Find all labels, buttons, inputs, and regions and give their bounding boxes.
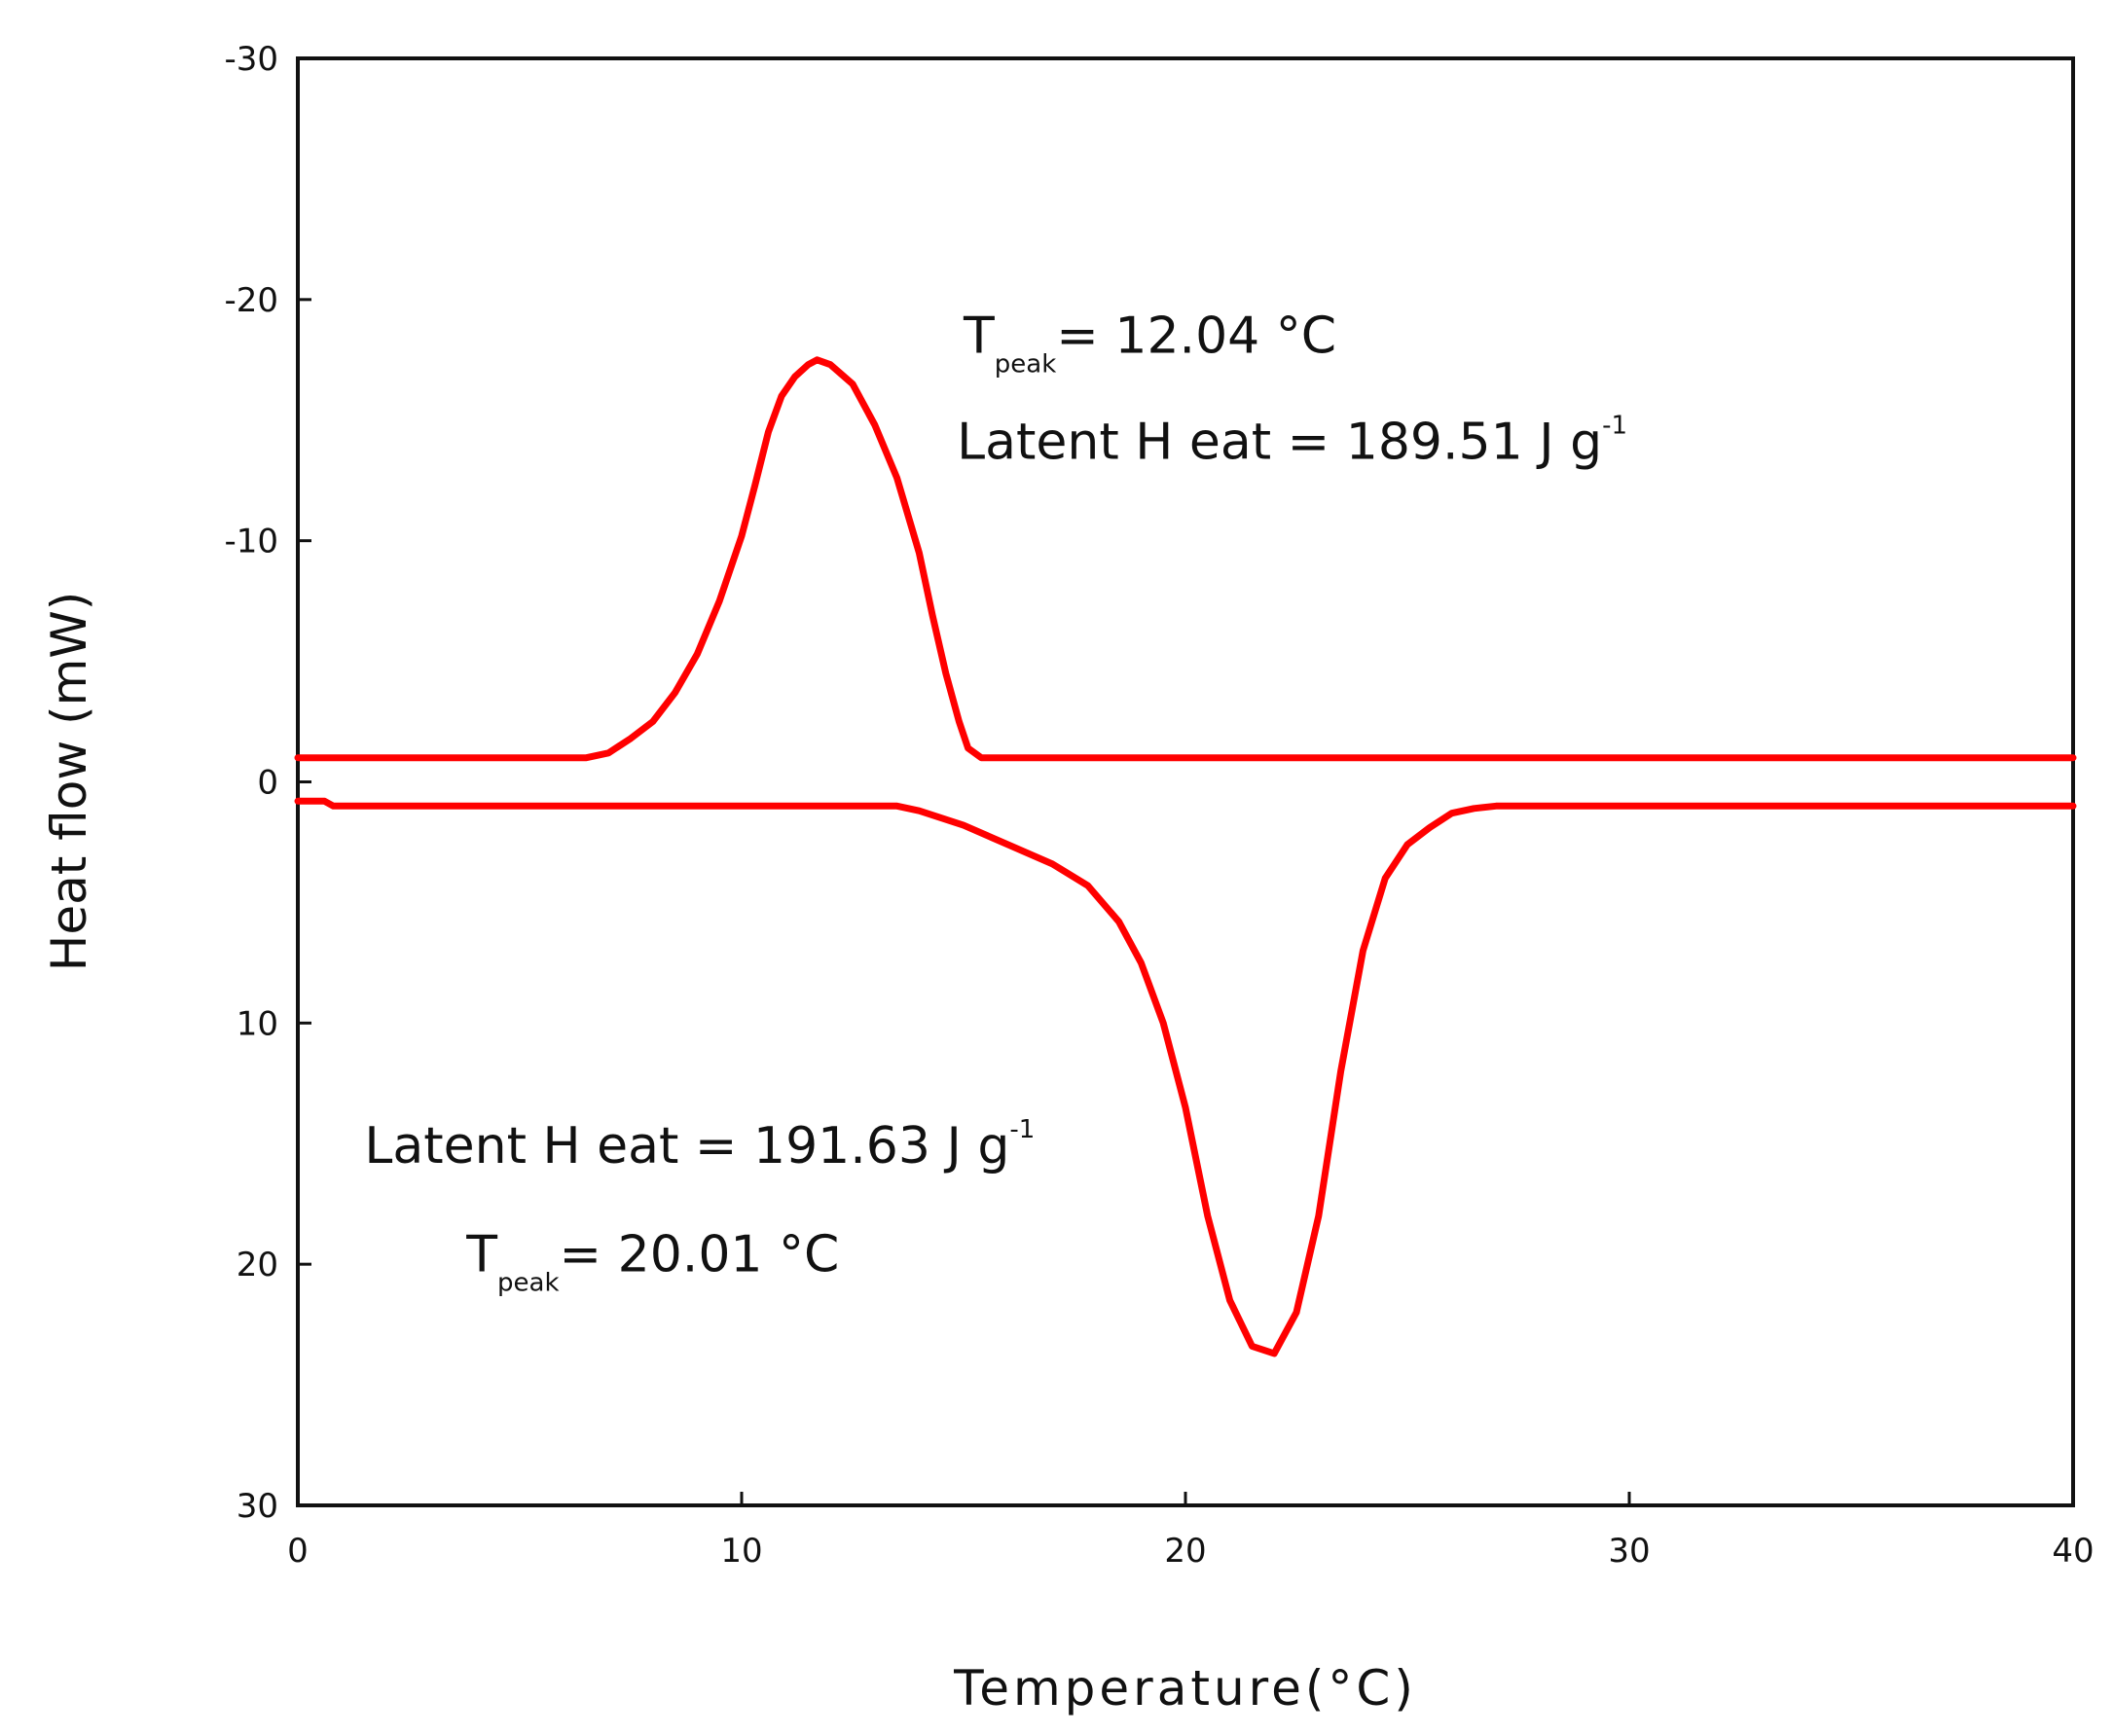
y-tick-label: -20 xyxy=(224,281,278,320)
y-tick-label: -10 xyxy=(224,523,278,561)
y-axis-ticks: -30 -20 -10 0 10 20 30 xyxy=(224,40,311,1526)
annotation-upper-tpeak-main: T xyxy=(963,307,995,365)
y-tick-label: -30 xyxy=(224,40,278,79)
y-tick-label: 30 xyxy=(237,1487,278,1526)
annotation-upper-latent-sup: -1 xyxy=(1602,411,1627,440)
annotation-lower-latent-main: Latent H eat = 191.63 J g xyxy=(364,1117,1009,1175)
x-tick-label: 30 xyxy=(1608,1532,1650,1571)
annotation-layer: Tpeak= 12.04 °C Latent H eat = 189.51 J … xyxy=(364,307,1627,1297)
annotation-upper-tpeak-rest: = 12.04 °C xyxy=(1056,307,1336,365)
annotation-upper-tpeak: Tpeak= 12.04 °C xyxy=(963,307,1336,379)
series-line-1 xyxy=(294,356,2077,762)
annotation-lower-tpeak-sub: peak xyxy=(497,1269,560,1298)
x-tick-label: 0 xyxy=(287,1532,309,1571)
annotation-lower-tpeak: Tpeak= 20.01 °C xyxy=(465,1226,839,1298)
plot-frame xyxy=(296,56,2075,1507)
annotation-lower-tpeak-rest: = 20.01 °C xyxy=(560,1226,840,1284)
annotation-lower-latent-sup: -1 xyxy=(1009,1115,1035,1144)
x-axis-ticks: 0 10 20 30 40 xyxy=(287,1492,2095,1571)
y-tick-label: 20 xyxy=(237,1246,278,1284)
annotation-upper-latent-heat: Latent H eat = 189.51 J g-1 xyxy=(957,411,1627,471)
series-layer xyxy=(294,356,2077,1357)
series-line-2 xyxy=(294,797,2077,1357)
y-tick-label: 0 xyxy=(257,764,278,803)
x-tick-label: 40 xyxy=(2052,1532,2094,1571)
x-axis-title: Temperature(°C) xyxy=(953,1660,1417,1717)
annotation-lower-latent-heat: Latent H eat = 191.63 J g-1 xyxy=(364,1115,1035,1175)
x-tick-label: 20 xyxy=(1164,1532,1206,1571)
y-axis-title: Heat flow (mW) xyxy=(41,592,97,972)
annotation-upper-latent-main: Latent H eat = 189.51 J g xyxy=(957,413,1602,471)
x-tick-label: 10 xyxy=(720,1532,762,1571)
y-tick-label: 10 xyxy=(237,1004,278,1043)
annotation-lower-tpeak-main: T xyxy=(465,1226,497,1284)
annotation-upper-tpeak-sub: peak xyxy=(995,349,1057,379)
